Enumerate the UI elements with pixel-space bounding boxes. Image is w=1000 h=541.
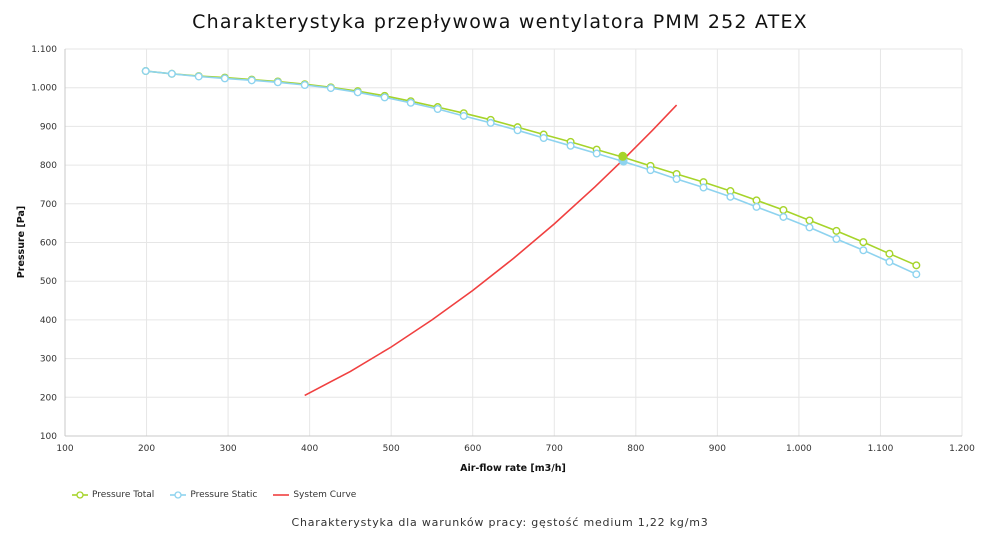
data-point	[726, 192, 735, 201]
x-tick-label: 1.200	[949, 444, 975, 454]
y-tick-label: 500	[40, 277, 57, 287]
series-pressure-static	[141, 67, 921, 279]
data-point	[194, 72, 203, 81]
data-point	[220, 74, 229, 83]
y-tick-label: 900	[40, 122, 57, 132]
legend-swatch	[72, 491, 88, 499]
x-tick-label: 700	[546, 444, 563, 454]
data-point	[592, 149, 601, 158]
data-point	[539, 134, 548, 143]
data-point	[486, 118, 495, 127]
chart-title: Charakterystyka przepływowa wentylatora …	[192, 11, 808, 33]
data-point	[459, 111, 468, 120]
x-tick-label: 400	[301, 444, 318, 454]
legend-label: Pressure Total	[92, 490, 155, 500]
data-point	[353, 88, 362, 97]
data-point	[779, 205, 788, 214]
data-point	[672, 175, 681, 184]
y-tick-label: 200	[40, 393, 57, 403]
data-point	[805, 216, 814, 225]
data-point	[513, 126, 522, 135]
data-point	[885, 257, 894, 266]
data-point	[300, 80, 309, 89]
data-point	[646, 166, 655, 175]
x-tick-label: 1.100	[868, 444, 894, 454]
y-tick-label: 1.100	[31, 45, 57, 55]
x-tick-label: 500	[383, 444, 400, 454]
legend-item[interactable]: System Curve	[273, 490, 356, 500]
operating-point-total	[618, 151, 628, 161]
data-point	[273, 78, 282, 87]
data-point	[167, 69, 176, 78]
x-tick-label: 200	[138, 444, 155, 454]
series-line	[145, 70, 917, 275]
x-tick-label: 1.000	[786, 444, 812, 454]
data-point	[779, 212, 788, 221]
legend-item[interactable]: Pressure Static	[170, 490, 257, 500]
data-point	[247, 76, 256, 85]
legend-swatch	[273, 494, 290, 496]
x-tick-label: 800	[627, 444, 644, 454]
axis-layer: 100 200 300 400 500 600 700 800 900 1.000 1.100 100…	[31, 45, 975, 454]
x-tick-label: 300	[219, 444, 236, 454]
series-layer	[141, 67, 921, 397]
data-point	[752, 196, 761, 205]
x-tick-label: 600	[464, 444, 481, 454]
series-pressure-total	[141, 67, 921, 270]
y-tick-label: 100	[40, 432, 57, 442]
chart-legend: Pressure Total Pressure Static System Curv…	[72, 490, 372, 500]
x-tick-label: 100	[56, 444, 73, 454]
data-point	[912, 270, 921, 279]
data-point	[406, 98, 415, 107]
y-tick-label: 600	[40, 239, 57, 249]
x-axis-title: Air-flow rate [m3/h]	[460, 463, 566, 474]
legend-swatch	[170, 491, 187, 499]
data-point	[566, 141, 575, 150]
chart-caption: Charakterystyka dla warunków pracy: gęst…	[291, 516, 709, 529]
legend-label: Pressure Static	[190, 490, 258, 500]
y-tick-label: 300	[40, 355, 57, 365]
series-line	[145, 70, 917, 267]
x-tick-label: 900	[709, 444, 726, 454]
legend-item[interactable]: Pressure Total	[72, 490, 154, 500]
data-point	[832, 226, 841, 235]
series-system-curve	[304, 104, 678, 397]
data-point	[141, 67, 150, 76]
data-point	[832, 235, 841, 244]
data-point	[859, 246, 868, 255]
y-axis-title: Pressure [Pa]	[16, 206, 27, 278]
data-point	[326, 84, 335, 93]
data-point	[885, 249, 894, 258]
y-tick-label: 1.000	[31, 84, 57, 94]
data-point	[380, 93, 389, 102]
data-point	[752, 202, 761, 211]
legend-label: System Curve	[293, 490, 357, 500]
data-point	[912, 261, 921, 270]
data-point	[699, 183, 708, 192]
series-line	[304, 104, 678, 397]
y-tick-label: 800	[40, 161, 57, 171]
data-point	[859, 238, 868, 247]
y-tick-label: 400	[40, 316, 57, 326]
data-point	[433, 104, 442, 113]
data-point	[805, 223, 814, 232]
grid-layer	[64, 48, 963, 437]
y-tick-label: 700	[40, 200, 57, 210]
